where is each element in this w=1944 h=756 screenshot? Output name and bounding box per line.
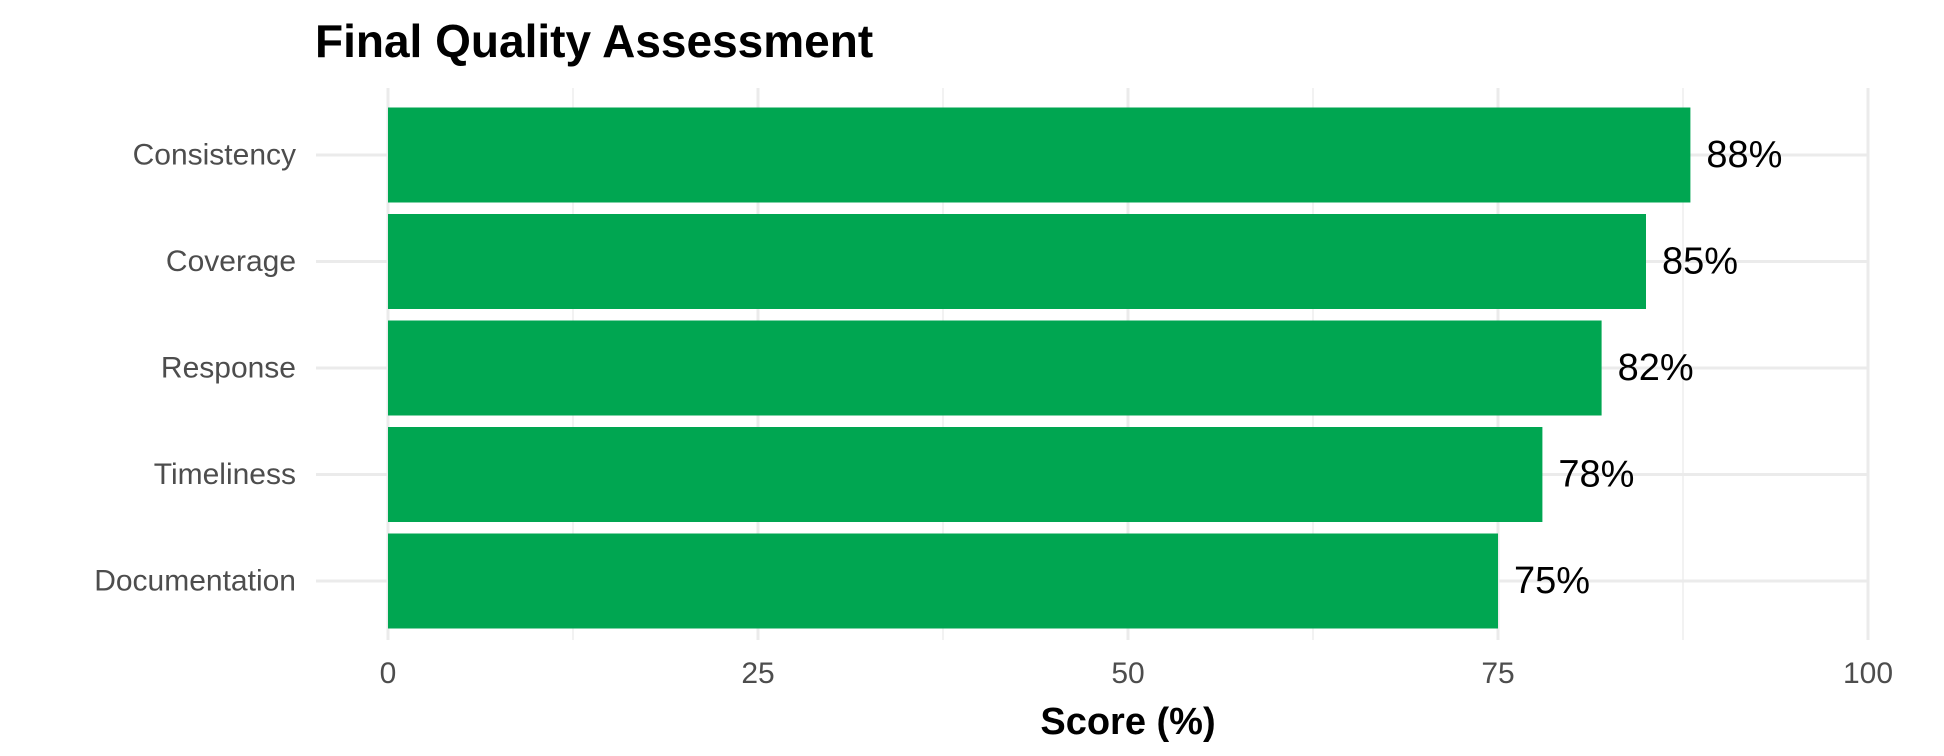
category-label-documentation: Documentation bbox=[94, 565, 296, 598]
chart-title: Final Quality Assessment bbox=[315, 15, 873, 67]
value-label-response: 82% bbox=[1618, 347, 1694, 389]
x-tick-label: 75 bbox=[1481, 657, 1514, 690]
x-tick-label: 25 bbox=[741, 657, 774, 690]
value-label-coverage: 85% bbox=[1662, 241, 1738, 283]
x-tick-label: 50 bbox=[1111, 657, 1144, 690]
category-label-consistency: Consistency bbox=[133, 139, 296, 172]
bar-documentation bbox=[388, 533, 1498, 629]
value-label-consistency: 88% bbox=[1706, 134, 1782, 176]
x-tick-label: 0 bbox=[380, 657, 397, 690]
bar-timeliness bbox=[388, 427, 1543, 522]
x-tick-label: 100 bbox=[1843, 657, 1893, 690]
value-label-documentation: 75% bbox=[1514, 560, 1590, 602]
value-label-timeliness: 78% bbox=[1558, 454, 1634, 496]
x-axis-title: Score (%) bbox=[1040, 701, 1215, 743]
value-labels: 88% 85% 82% 78% 75% bbox=[1514, 134, 1782, 602]
y-axis-tick-labels: Consistency Coverage Response Timeliness Doc… bbox=[94, 139, 296, 598]
category-label-coverage: Coverage bbox=[166, 245, 296, 278]
x-axis-tick-labels: 0 25 50 75 100 bbox=[380, 657, 1893, 690]
bars bbox=[388, 107, 1691, 629]
category-label-timeliness: Timeliness bbox=[154, 458, 296, 491]
bar-response bbox=[388, 320, 1602, 416]
category-label-response: Response bbox=[161, 352, 296, 385]
bar-coverage bbox=[388, 214, 1646, 309]
bar-consistency bbox=[388, 107, 1691, 203]
